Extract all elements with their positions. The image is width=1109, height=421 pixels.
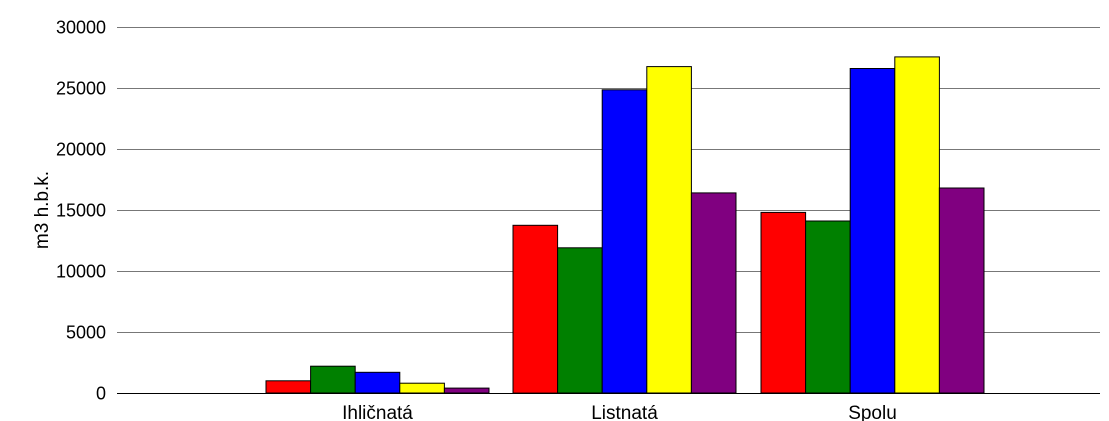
- x-category-label: Ihličnatá: [342, 403, 413, 421]
- y-tick-label: 30000: [56, 18, 106, 38]
- bar: [399, 382, 445, 394]
- bar: [265, 380, 312, 394]
- bar: [512, 224, 559, 394]
- bar: [690, 192, 737, 394]
- y-tick-label: 25000: [56, 79, 106, 99]
- y-axis-ticks: 0 5000 10000 15000 20000 25000 30000: [56, 18, 106, 404]
- y-tick-label: 15000: [56, 201, 106, 221]
- bar: [938, 187, 985, 394]
- bar: [443, 387, 490, 394]
- y-tick-label: 20000: [56, 140, 106, 160]
- bar: [894, 56, 940, 394]
- y-axis-title: m3 h.b.k.: [32, 171, 53, 249]
- x-axis-categories: Ihličnatá Listnatá Spolu: [342, 403, 897, 421]
- bar: [760, 211, 807, 394]
- bar: [805, 220, 851, 394]
- x-category-label: Spolu: [848, 403, 897, 421]
- bar: [310, 365, 356, 394]
- bar: [354, 371, 401, 394]
- bar: [557, 247, 603, 394]
- y-tick-label: 0: [96, 384, 106, 404]
- bar: [849, 68, 896, 394]
- bar: [601, 89, 648, 394]
- y-tick-label: 10000: [56, 262, 106, 282]
- bars: [265, 56, 985, 394]
- bar: [646, 66, 692, 394]
- y-tick-label: 5000: [66, 323, 106, 343]
- x-category-label: Listnatá: [591, 403, 658, 421]
